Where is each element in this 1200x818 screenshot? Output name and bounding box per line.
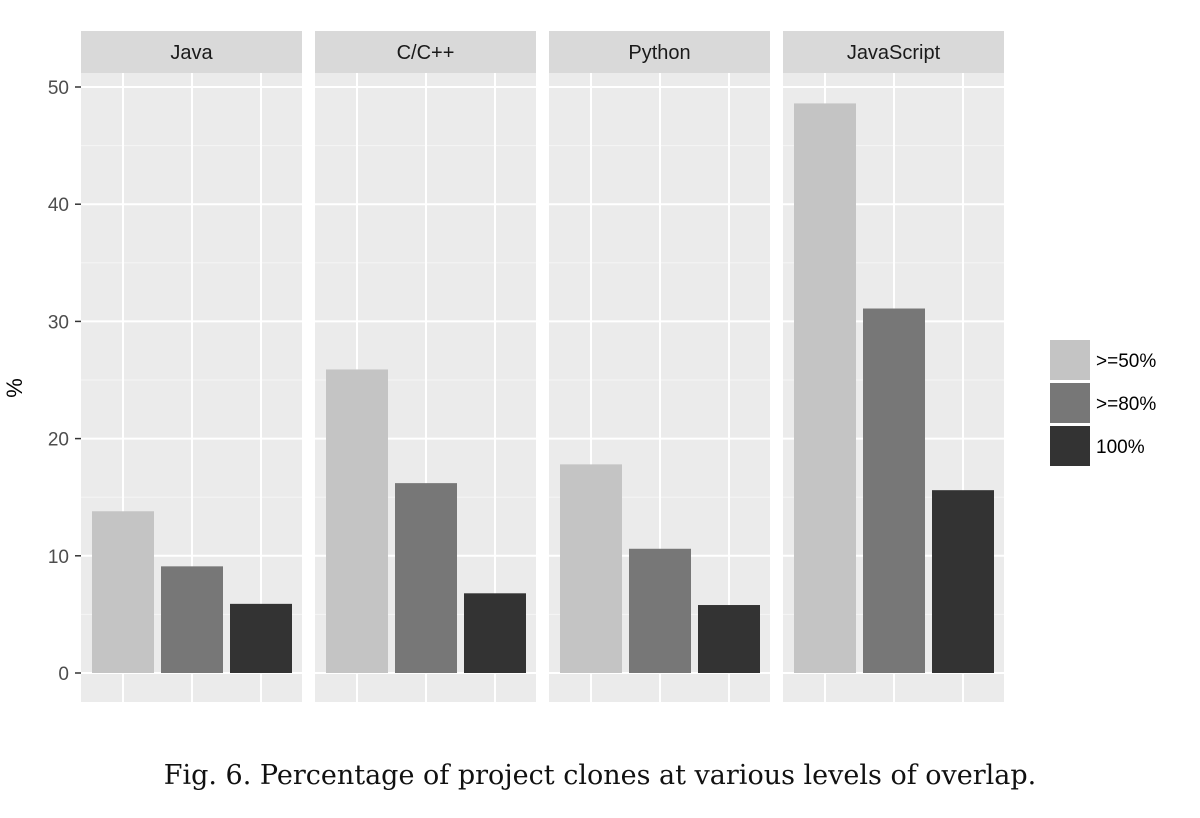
legend-label-50: >=50% [1096, 351, 1156, 372]
y-tick-label: 0 [58, 664, 69, 685]
bar-javascript-50 [794, 103, 856, 673]
facet-strip-python [549, 31, 770, 73]
panel-javascript: JavaScript [783, 31, 1004, 702]
legend-key-100 [1050, 426, 1090, 466]
bar-javascript-80 [863, 308, 925, 673]
legend-item-100: 100% [1050, 426, 1145, 466]
y-axis: 0 10 20 30 40 50 [48, 78, 81, 685]
facet-label-python: Python [628, 42, 690, 64]
y-tick-label: 50 [48, 78, 69, 99]
facet-label-javascript: JavaScript [847, 42, 941, 64]
y-tick-label: 20 [48, 430, 69, 451]
bar-java-50 [92, 511, 154, 673]
y-tick-label: 40 [48, 195, 69, 216]
y-axis-title: % [2, 378, 27, 398]
figure-caption: Fig. 6. Percentage of project clones at … [163, 760, 1037, 791]
bar-c-c-80 [395, 483, 457, 673]
bar-c-c-50 [326, 369, 388, 673]
legend: >=50% >=80% 100% [1050, 340, 1156, 466]
legend-key-80 [1050, 383, 1090, 423]
chart-panels: Java C/C++ Python JavaScript [81, 31, 1004, 702]
y-tick-label: 10 [48, 547, 69, 568]
facet-strip-javascript [783, 31, 1004, 73]
y-tick-label: 30 [48, 312, 69, 333]
legend-key-50 [1050, 340, 1090, 380]
legend-item-80: >=80% [1050, 383, 1156, 423]
bar-python-50 [560, 464, 622, 673]
bar-python-100 [698, 605, 760, 673]
panel-c-c: C/C++ [315, 31, 536, 702]
facet-label-java: Java [170, 42, 213, 64]
legend-label-100: 100% [1096, 437, 1145, 458]
panel-python: Python [549, 31, 770, 702]
bar-java-80 [161, 566, 223, 673]
facet-label-c-c: C/C++ [397, 42, 455, 64]
legend-label-80: >=80% [1096, 394, 1156, 415]
panel-java: Java [81, 31, 302, 702]
bar-c-c-100 [464, 593, 526, 673]
facet-strip-java [81, 31, 302, 73]
legend-item-50: >=50% [1050, 340, 1156, 380]
bar-python-80 [629, 548, 691, 673]
bar-javascript-100 [932, 490, 994, 673]
bar-java-100 [230, 603, 292, 673]
facet-strip-c-c [315, 31, 536, 73]
